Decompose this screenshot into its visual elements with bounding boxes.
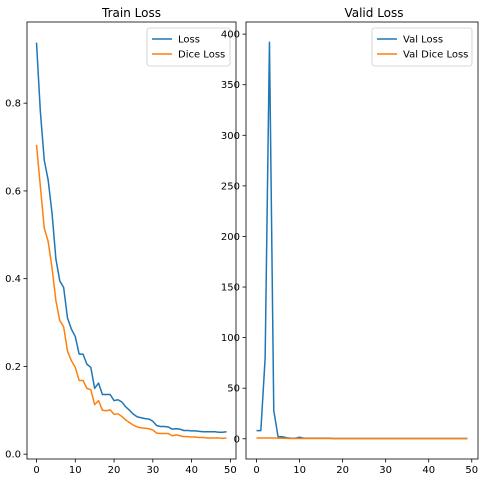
valid-loss-y-tick-label: 300 — [221, 131, 240, 142]
valid-loss-x-tick-label: 30 — [379, 465, 392, 476]
valid-loss-y-tick-label: 350 — [221, 80, 240, 91]
valid-loss-y-tick-label: 200 — [221, 232, 240, 243]
valid-loss-legend: Val Loss Val Dice Loss — [371, 27, 473, 67]
train-loss-x-tick-label: 50 — [224, 465, 237, 476]
valid-loss-x-tick-label: 0 — [253, 465, 259, 476]
train-loss-y-tick-label: 0.8 — [5, 99, 21, 110]
valid-loss-x-tick-label: 20 — [336, 465, 349, 476]
valid-loss-x-tick-label: 40 — [422, 465, 435, 476]
train-loss-x-tick-label: 0 — [33, 465, 39, 476]
valid-loss-x-tick-label: 50 — [465, 465, 478, 476]
valid-loss-ticks: 0 10 20 30 40 50 0 50 100 150 200 250 300 350 400 — [221, 30, 478, 476]
valid-loss-x-tick-label: 10 — [293, 465, 306, 476]
train-loss-title: Train Loss — [101, 6, 161, 20]
train-loss-y-tick-label: 0.2 — [5, 362, 21, 373]
train-loss-legend: Loss Dice Loss — [146, 27, 231, 67]
valid-loss-y-tick-label: 400 — [221, 30, 240, 41]
valid-loss-plot-area — [256, 41, 468, 440]
series-line-val-loss — [256, 41, 468, 440]
valid-loss-y-tick-label: 50 — [227, 384, 240, 395]
train-loss-ticks: 0 10 20 30 40 50 0.0 0.2 0.4 0.6 0.8 — [5, 99, 237, 476]
train-loss-y-tick-label: 0.6 — [5, 186, 21, 197]
valid-loss-y-tick-label: 150 — [221, 283, 240, 294]
train-loss-x-tick-label: 20 — [108, 465, 121, 476]
legend-label-loss: Loss — [178, 35, 200, 46]
series-line-val-dice-loss — [256, 437, 468, 440]
train-loss-legend-box — [146, 27, 231, 67]
series-line-loss — [35, 42, 227, 433]
train-loss-x-tick-label: 10 — [69, 465, 82, 476]
train-loss-panel: Train Loss 0 10 20 30 40 50 0.0 0.2 0.4 0.6 0.8 Lo… — [5, 6, 237, 476]
train-loss-axes-frame — [26, 21, 237, 460]
valid-loss-y-tick-label: 250 — [221, 181, 240, 192]
valid-loss-y-tick-label: 0 — [234, 434, 240, 445]
legend-label-val-loss: Val Loss — [403, 35, 443, 46]
valid-loss-y-tick-label: 100 — [221, 333, 240, 344]
legend-label-dice-loss: Dice Loss — [178, 50, 225, 61]
valid-loss-axes-frame — [245, 21, 479, 460]
valid-loss-title: Valid Loss — [344, 6, 403, 20]
series-line-dice-loss — [35, 144, 227, 440]
valid-loss-panel: Valid Loss 0 10 20 30 40 50 0 50 100 150 200 250 300… — [221, 6, 479, 476]
train-loss-x-tick-label: 40 — [185, 465, 198, 476]
train-loss-plot-area — [35, 42, 227, 440]
valid-loss-legend-box — [371, 27, 473, 67]
train-loss-y-tick-label: 0.0 — [5, 450, 21, 461]
train-loss-y-tick-label: 0.4 — [5, 274, 21, 285]
train-loss-x-tick-label: 30 — [146, 465, 159, 476]
legend-label-val-dice-loss: Val Dice Loss — [403, 50, 468, 61]
